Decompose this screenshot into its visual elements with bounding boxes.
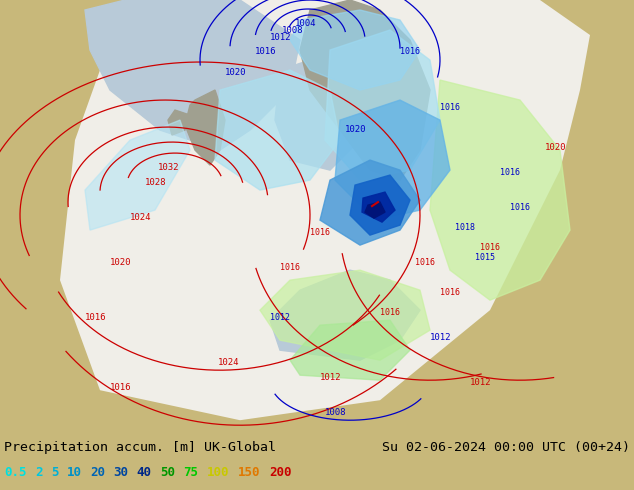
Polygon shape xyxy=(168,110,190,135)
Text: 1016: 1016 xyxy=(255,47,276,56)
Text: 100: 100 xyxy=(207,466,230,479)
Text: 1024: 1024 xyxy=(218,358,240,367)
Text: 1016: 1016 xyxy=(310,228,330,237)
Text: 1016: 1016 xyxy=(500,168,520,177)
Polygon shape xyxy=(300,0,430,180)
Polygon shape xyxy=(290,320,410,380)
Text: 1020: 1020 xyxy=(110,258,131,267)
Text: 1016: 1016 xyxy=(280,263,300,272)
Text: 20: 20 xyxy=(90,466,105,479)
Text: 1008: 1008 xyxy=(282,26,304,35)
Text: Precipitation accum. [m] UK-Global: Precipitation accum. [m] UK-Global xyxy=(4,441,276,454)
Text: 1020: 1020 xyxy=(345,125,366,134)
Polygon shape xyxy=(85,120,190,230)
Text: 30: 30 xyxy=(113,466,128,479)
Polygon shape xyxy=(350,175,410,235)
Text: 1012: 1012 xyxy=(320,373,342,382)
Text: 1016: 1016 xyxy=(400,47,420,56)
Text: 1012: 1012 xyxy=(270,313,290,322)
Text: 1012: 1012 xyxy=(430,333,451,342)
Text: 1004: 1004 xyxy=(295,19,316,28)
Text: 2: 2 xyxy=(36,466,42,479)
Text: 40: 40 xyxy=(136,466,152,479)
Text: 1016: 1016 xyxy=(380,308,400,317)
Polygon shape xyxy=(85,0,300,150)
Polygon shape xyxy=(320,160,420,245)
Polygon shape xyxy=(335,100,450,220)
Text: 1016: 1016 xyxy=(480,243,500,252)
Polygon shape xyxy=(290,10,420,90)
Text: 1020: 1020 xyxy=(545,143,567,152)
Text: 1016: 1016 xyxy=(85,313,107,322)
Polygon shape xyxy=(325,30,440,180)
Text: 1015: 1015 xyxy=(475,253,495,262)
Text: 1016: 1016 xyxy=(415,258,435,267)
Polygon shape xyxy=(362,192,395,222)
Text: 1024: 1024 xyxy=(130,213,152,222)
Polygon shape xyxy=(275,50,370,170)
Text: 1028: 1028 xyxy=(145,178,167,187)
Text: 10: 10 xyxy=(67,466,81,479)
Text: 1020: 1020 xyxy=(225,68,247,77)
Text: Su 02-06-2024 00:00 UTC (00+24): Su 02-06-2024 00:00 UTC (00+24) xyxy=(382,441,630,454)
Text: 0.5: 0.5 xyxy=(4,466,27,479)
Text: 1016: 1016 xyxy=(440,103,460,112)
Polygon shape xyxy=(270,270,420,360)
Polygon shape xyxy=(0,0,634,430)
Polygon shape xyxy=(430,80,570,300)
Polygon shape xyxy=(215,70,340,190)
Polygon shape xyxy=(260,270,430,360)
Text: 1012: 1012 xyxy=(270,33,292,42)
Text: 150: 150 xyxy=(238,466,261,479)
Text: 1016: 1016 xyxy=(110,383,131,392)
Text: 1032: 1032 xyxy=(158,163,179,172)
Text: 1016: 1016 xyxy=(510,203,530,212)
Text: 50: 50 xyxy=(160,466,175,479)
Text: 1008: 1008 xyxy=(325,408,347,417)
Text: 1018: 1018 xyxy=(455,223,475,232)
Text: 75: 75 xyxy=(183,466,198,479)
Polygon shape xyxy=(365,202,385,218)
Text: 5: 5 xyxy=(51,466,58,479)
Text: 1016: 1016 xyxy=(440,288,460,297)
Text: 1012: 1012 xyxy=(470,378,491,387)
Polygon shape xyxy=(60,0,590,420)
Text: 200: 200 xyxy=(269,466,292,479)
Polygon shape xyxy=(185,90,225,165)
